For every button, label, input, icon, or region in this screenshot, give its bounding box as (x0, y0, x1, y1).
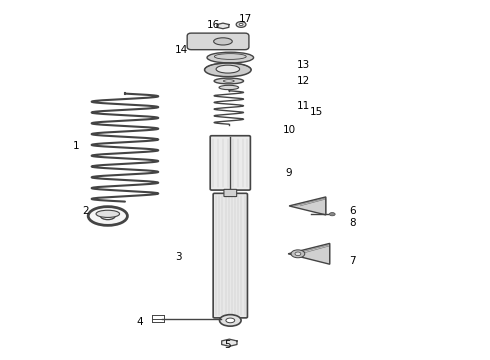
Ellipse shape (216, 65, 240, 73)
Ellipse shape (219, 85, 239, 90)
Polygon shape (217, 23, 229, 29)
Ellipse shape (220, 315, 241, 326)
Text: 16: 16 (206, 20, 220, 30)
Ellipse shape (214, 38, 232, 45)
FancyBboxPatch shape (213, 193, 247, 318)
Text: 2: 2 (82, 206, 89, 216)
Polygon shape (288, 243, 330, 264)
Ellipse shape (96, 210, 120, 217)
Polygon shape (221, 339, 237, 346)
Polygon shape (289, 197, 326, 215)
Text: 17: 17 (238, 14, 252, 24)
Text: 10: 10 (283, 125, 295, 135)
FancyBboxPatch shape (210, 136, 250, 190)
FancyBboxPatch shape (224, 189, 237, 197)
Ellipse shape (226, 318, 235, 323)
Text: 12: 12 (297, 76, 311, 86)
Text: 4: 4 (136, 317, 143, 327)
Ellipse shape (236, 22, 246, 27)
Text: 11: 11 (297, 101, 311, 111)
Text: 13: 13 (297, 60, 311, 70)
Ellipse shape (100, 212, 115, 220)
Text: 15: 15 (309, 107, 323, 117)
Ellipse shape (291, 250, 305, 258)
Ellipse shape (205, 63, 251, 77)
Text: 3: 3 (175, 252, 182, 262)
Text: 9: 9 (286, 168, 293, 178)
Ellipse shape (295, 252, 301, 256)
Ellipse shape (88, 207, 127, 225)
Text: 6: 6 (349, 206, 356, 216)
Text: 8: 8 (349, 218, 356, 228)
Text: 5: 5 (224, 340, 231, 350)
Ellipse shape (239, 23, 243, 26)
Ellipse shape (223, 80, 234, 82)
FancyBboxPatch shape (187, 33, 249, 50)
Text: 7: 7 (349, 256, 356, 266)
Text: 1: 1 (73, 141, 79, 151)
Text: 14: 14 (174, 45, 188, 55)
Ellipse shape (329, 212, 335, 216)
Ellipse shape (214, 78, 244, 84)
Ellipse shape (207, 52, 254, 63)
